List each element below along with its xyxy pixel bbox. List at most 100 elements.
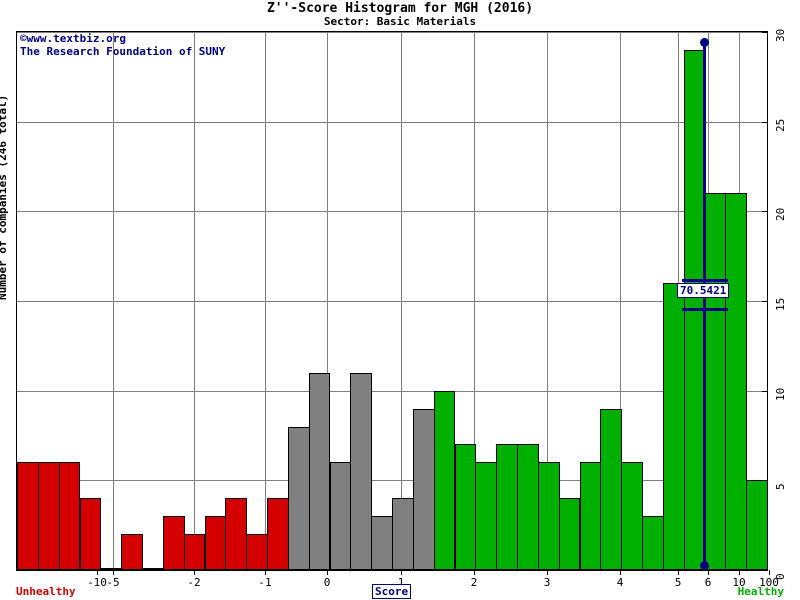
x-tick-mark [739, 570, 740, 575]
y-tick-label: 25 [774, 118, 787, 132]
marker-dot-bottom [700, 561, 709, 570]
x-tick-mark [547, 570, 548, 575]
histogram-bar [475, 462, 498, 570]
histogram-bar [329, 462, 352, 570]
plot-area: 70.5421 [16, 31, 768, 571]
chart-title: Z''-Score Histogram for MGH (2016) [266, 1, 534, 16]
x-tick-mark [678, 570, 679, 575]
x-tick-label: 6 [704, 576, 712, 589]
x-axis-title-badge: Score [372, 584, 412, 599]
x-tick-mark [769, 570, 770, 575]
histogram-bar [412, 408, 435, 570]
histogram-bar [100, 568, 123, 570]
marker-cap-lower [682, 308, 728, 312]
legend-unhealthy: Unhealthy [16, 585, 76, 598]
chart-subtitle: Sector: Basic Materials [323, 15, 477, 28]
gridline-v-3 [327, 32, 328, 570]
y-tick-label: 20 [774, 208, 787, 222]
histogram-bar [142, 568, 164, 570]
histogram-bar [17, 462, 39, 570]
marker-value-label: 70.5421 [677, 283, 730, 299]
x-tick-label: 2 [470, 576, 478, 589]
histogram-bar [37, 462, 60, 570]
x-tick-mark [265, 570, 266, 575]
histogram-bar [725, 193, 748, 570]
gridline-v-7 [620, 32, 621, 570]
x-tick-label: 0 [323, 576, 331, 589]
y-tick-mark [762, 570, 767, 571]
gridline-v-5 [474, 32, 475, 570]
histogram-bar [746, 480, 767, 570]
watermark-org: The Research Foundation of SUNY [20, 45, 226, 58]
x-tick-label: -1 [258, 576, 272, 589]
marker-dot-top [700, 38, 709, 47]
x-tick-mark [113, 570, 114, 575]
histogram-bar [79, 498, 102, 570]
x-tick-label: 1 [397, 576, 405, 589]
x-tick-label: -2 [187, 576, 201, 589]
histogram-bar [433, 390, 456, 570]
marker-line [703, 38, 706, 570]
y-tick-mark [762, 301, 767, 302]
y-tick-mark [762, 390, 767, 392]
y-axis-title: Number of companies (246 total) [0, 94, 9, 300]
histogram-bar [600, 408, 623, 570]
gridline-v-1 [194, 32, 195, 570]
x-tick-mark [620, 570, 621, 575]
y-tick-mark [762, 121, 767, 123]
histogram-bar [704, 193, 727, 570]
histogram-bar [517, 444, 539, 570]
x-tick-label: 5 [674, 576, 682, 589]
x-tick-mark [327, 570, 328, 575]
histogram-bar [225, 498, 248, 570]
x-tick-label: 10 [732, 576, 746, 589]
histogram-bar [662, 283, 685, 570]
histogram-bar [642, 516, 664, 570]
histogram-bar [287, 426, 310, 570]
x-tick-label: -5 [106, 576, 120, 589]
x-tick-mark [474, 570, 475, 575]
x-tick-mark [97, 570, 98, 575]
x-tick-mark [401, 570, 402, 575]
y-tick-label: 30 [774, 28, 787, 42]
histogram-bar [537, 462, 560, 570]
x-tick-mark [194, 570, 195, 575]
gridline-v-2 [265, 32, 266, 570]
histogram-bar [308, 372, 331, 570]
gridline-h-10 [17, 390, 767, 392]
histogram-bar [267, 498, 289, 570]
gridline-h-5 [17, 480, 767, 482]
histogram-bar [558, 498, 581, 570]
x-tick-label: 100 [759, 576, 779, 589]
y-tick-label: 5 [774, 483, 787, 491]
y-tick-label: 15 [774, 297, 787, 311]
histogram-bar [621, 462, 643, 570]
histogram-bar [454, 444, 477, 570]
marker-cap-upper [682, 279, 728, 283]
histogram-bar [392, 498, 414, 570]
y-tick-mark [762, 480, 767, 482]
y-tick-mark [762, 32, 767, 33]
histogram-bar [121, 534, 143, 570]
histogram-bar [496, 444, 518, 570]
gridline-h-25 [17, 121, 767, 123]
gridline-h-30 [17, 32, 767, 33]
watermark-site: ©www.textbiz.org [20, 32, 126, 45]
legend-healthy: Healthy [737, 585, 784, 598]
gridline-h-15 [17, 301, 767, 302]
histogram-bar [350, 372, 373, 570]
histogram-bar [58, 462, 81, 570]
histogram-bar [371, 516, 393, 570]
gridline-v-0 [113, 32, 114, 570]
histogram-bar [246, 534, 268, 570]
histogram-bar [579, 462, 602, 570]
y-tick-label: 10 [774, 387, 787, 401]
gridline-v-4 [401, 32, 402, 570]
x-tick-label: 4 [616, 576, 624, 589]
gridline-h-20 [17, 211, 767, 213]
x-tick-label: -10 [87, 576, 107, 589]
histogram-bar [162, 516, 185, 570]
x-tick-label: 3 [543, 576, 551, 589]
gridline-v-6 [547, 32, 548, 570]
